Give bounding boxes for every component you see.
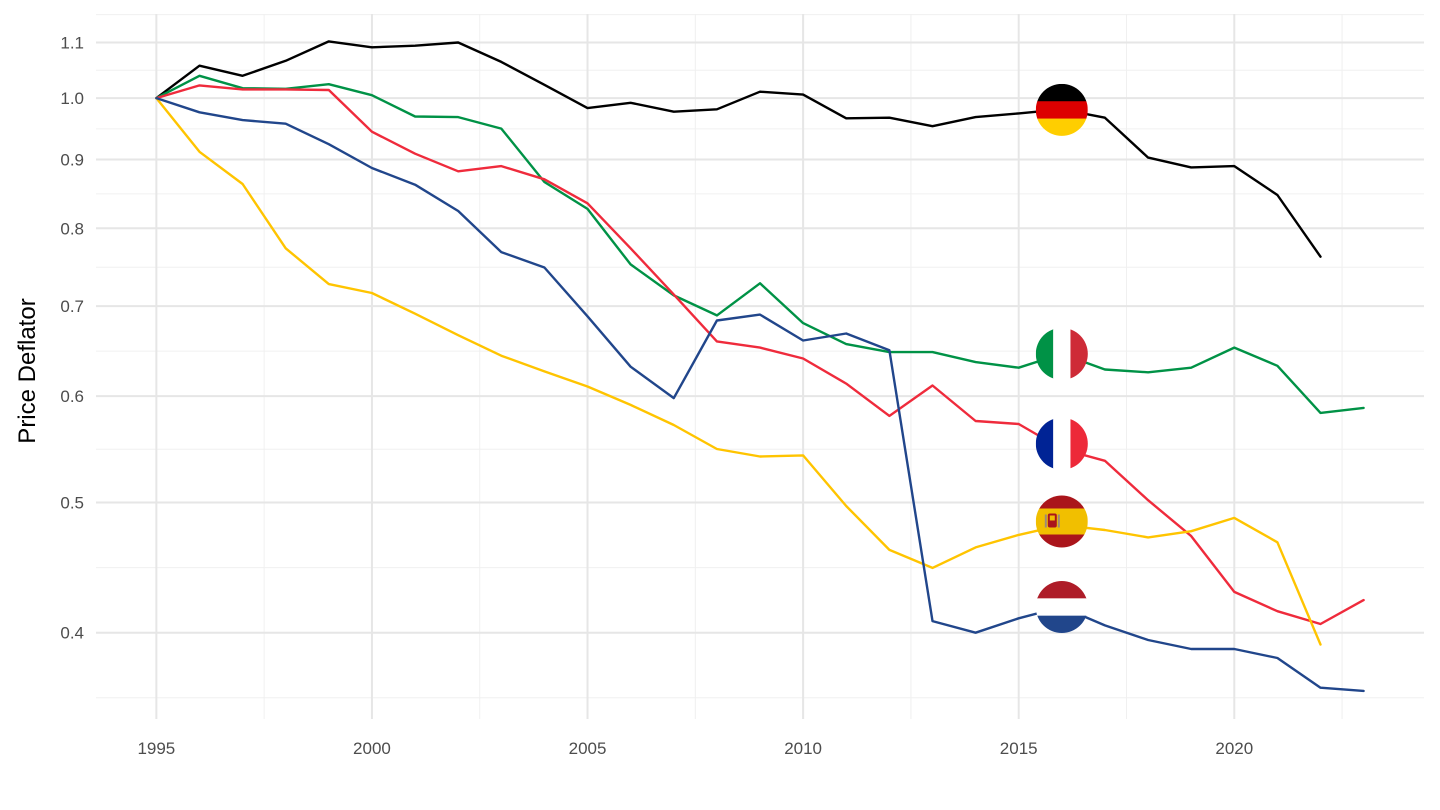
x-tick-label: 2000 (353, 739, 391, 758)
spain-pillar (1057, 514, 1060, 528)
y-tick-label: 0.7 (60, 297, 84, 316)
y-tick-label: 0.5 (60, 493, 84, 512)
flag-stripe (1070, 417, 1088, 470)
y-axis-title: Price Deflator (14, 298, 41, 443)
x-tick-label: 2015 (1000, 739, 1038, 758)
axes: 1995 2000 2005 2010 2015 2020 0.4 0.5 0.6 0.7 0.8 0… (60, 33, 1253, 758)
flag-stripe (1035, 615, 1088, 633)
series-line-netherlands (155, 96, 1365, 693)
grid (96, 14, 1424, 719)
flag-stripe (1035, 417, 1054, 470)
flag-body (1035, 417, 1088, 470)
flag-body (1035, 495, 1088, 548)
italy-flag-icon (1035, 327, 1088, 380)
series-lines (155, 40, 1365, 693)
flag-body (1035, 581, 1088, 633)
flag-body (1035, 327, 1088, 380)
country-flags (1035, 83, 1088, 633)
y-tick-label: 1.0 (60, 89, 84, 108)
y-tick-label: 0.4 (60, 624, 84, 643)
flag-stripe (1035, 581, 1088, 599)
flag-stripe (1053, 417, 1071, 470)
x-tick-label: 2010 (784, 739, 822, 758)
x-tick-label: 1995 (137, 739, 175, 758)
series-line-germany (155, 40, 1322, 258)
flag-stripe (1035, 508, 1088, 535)
x-tick-label: 2020 (1215, 739, 1253, 758)
series-line-france (155, 84, 1365, 626)
flag-stripe (1035, 101, 1088, 120)
flag-stripe (1035, 118, 1088, 136)
flag-stripe (1035, 598, 1088, 617)
flag-body (1035, 83, 1088, 136)
y-tick-label: 0.6 (60, 387, 84, 406)
y-tick-label: 0.8 (60, 219, 84, 238)
series-line-spain (155, 96, 1322, 646)
spain-flag-icon (1035, 495, 1088, 548)
y-tick-label: 0.9 (60, 151, 84, 170)
flag-stripe (1053, 327, 1071, 380)
france-flag-icon (1035, 417, 1088, 470)
y-tick-label: 1.1 (60, 33, 84, 52)
flag-stripe (1035, 327, 1054, 380)
flag-stripe (1070, 327, 1088, 380)
spain-pillar (1044, 514, 1047, 528)
germany-flag-icon (1035, 83, 1088, 136)
spain-coat-detail (1049, 515, 1055, 521)
flag-stripe (1035, 534, 1088, 548)
flag-stripe (1035, 83, 1088, 102)
netherlands-flag-icon (1035, 581, 1088, 633)
x-tick-label: 2005 (569, 739, 607, 758)
series-line-italy (155, 74, 1365, 415)
